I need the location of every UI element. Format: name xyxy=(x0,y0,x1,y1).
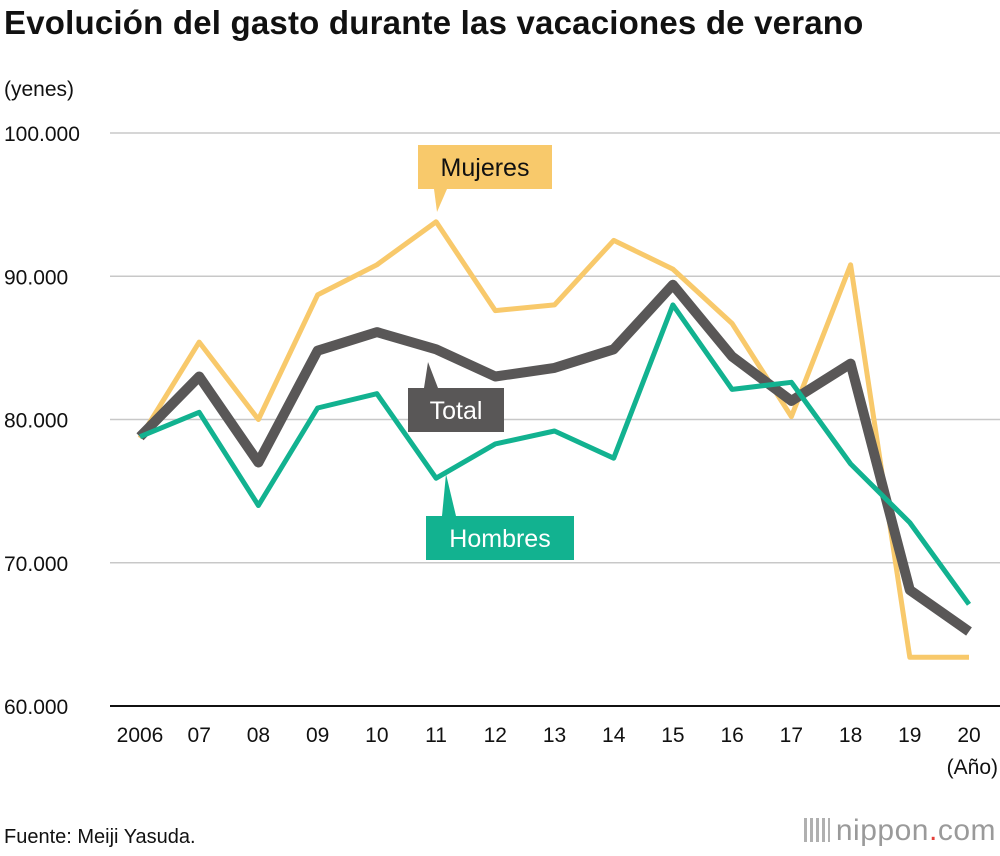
x-tick-label: 09 xyxy=(306,724,329,747)
x-tick-label: 07 xyxy=(188,724,211,747)
x-axis-unit: (Año) xyxy=(946,756,998,779)
nippon-logo[interactable]: nippon.com xyxy=(803,814,996,848)
series-label-mujeres: Mujeres xyxy=(418,145,552,212)
logo-tld: com xyxy=(937,814,996,847)
logo-bars-icon xyxy=(803,818,830,842)
series-labels: Mujeres Total Hombres xyxy=(408,145,574,560)
y-tick-label: 70.000 xyxy=(4,553,68,576)
x-tick-label: 08 xyxy=(247,724,270,747)
series-label-hombres: Hombres xyxy=(426,474,574,560)
x-tick-label: 20 xyxy=(957,724,980,747)
x-tick-label: 10 xyxy=(365,724,388,747)
y-tick-label: 100.000 xyxy=(4,123,80,146)
series-label-text: Mujeres xyxy=(441,154,530,182)
x-tick-label: 19 xyxy=(898,724,921,747)
y-tick-label: 90.000 xyxy=(4,266,68,289)
x-tick-label: 16 xyxy=(720,724,743,747)
y-tick-label: 60.000 xyxy=(4,696,68,719)
x-tick-label: 17 xyxy=(780,724,803,747)
x-tick-label: 15 xyxy=(661,724,684,747)
y-tick-labels: 60.000 70.000 80.000 90.000 100.000 xyxy=(4,123,80,719)
series-lines xyxy=(136,219,972,660)
x-tick-label: 11 xyxy=(425,724,447,747)
x-tick-labels: 2006 07 08 09 10 11 12 13 14 15 16 17 18 19 20 xyxy=(117,724,981,747)
series-line-total xyxy=(136,279,972,636)
x-tick-label: 2006 xyxy=(117,724,164,747)
logo-name: nippon xyxy=(835,814,929,847)
series-line-mujeres xyxy=(137,219,969,660)
x-tick-label: 13 xyxy=(543,724,566,747)
logo-dot: . xyxy=(928,814,938,847)
line-chart: Mujeres Total Hombres 2006 07 08 09 10 11 12 13 14… xyxy=(4,123,1000,747)
y-tick-label: 80.000 xyxy=(4,410,68,433)
series-label-text: Hombres xyxy=(449,525,550,553)
x-tick-label: 14 xyxy=(602,724,626,747)
x-tick-label: 18 xyxy=(839,724,862,747)
chart-title: Evolución del gasto durante las vacacion… xyxy=(4,4,864,41)
series-label-text: Total xyxy=(430,397,483,425)
series-label-total: Total xyxy=(408,362,504,432)
x-tick-label: 12 xyxy=(484,724,507,747)
series-line-hombres xyxy=(139,302,972,606)
source-note: Fuente: Meiji Yasuda. xyxy=(4,826,196,848)
y-axis-unit: (yenes) xyxy=(4,78,75,101)
